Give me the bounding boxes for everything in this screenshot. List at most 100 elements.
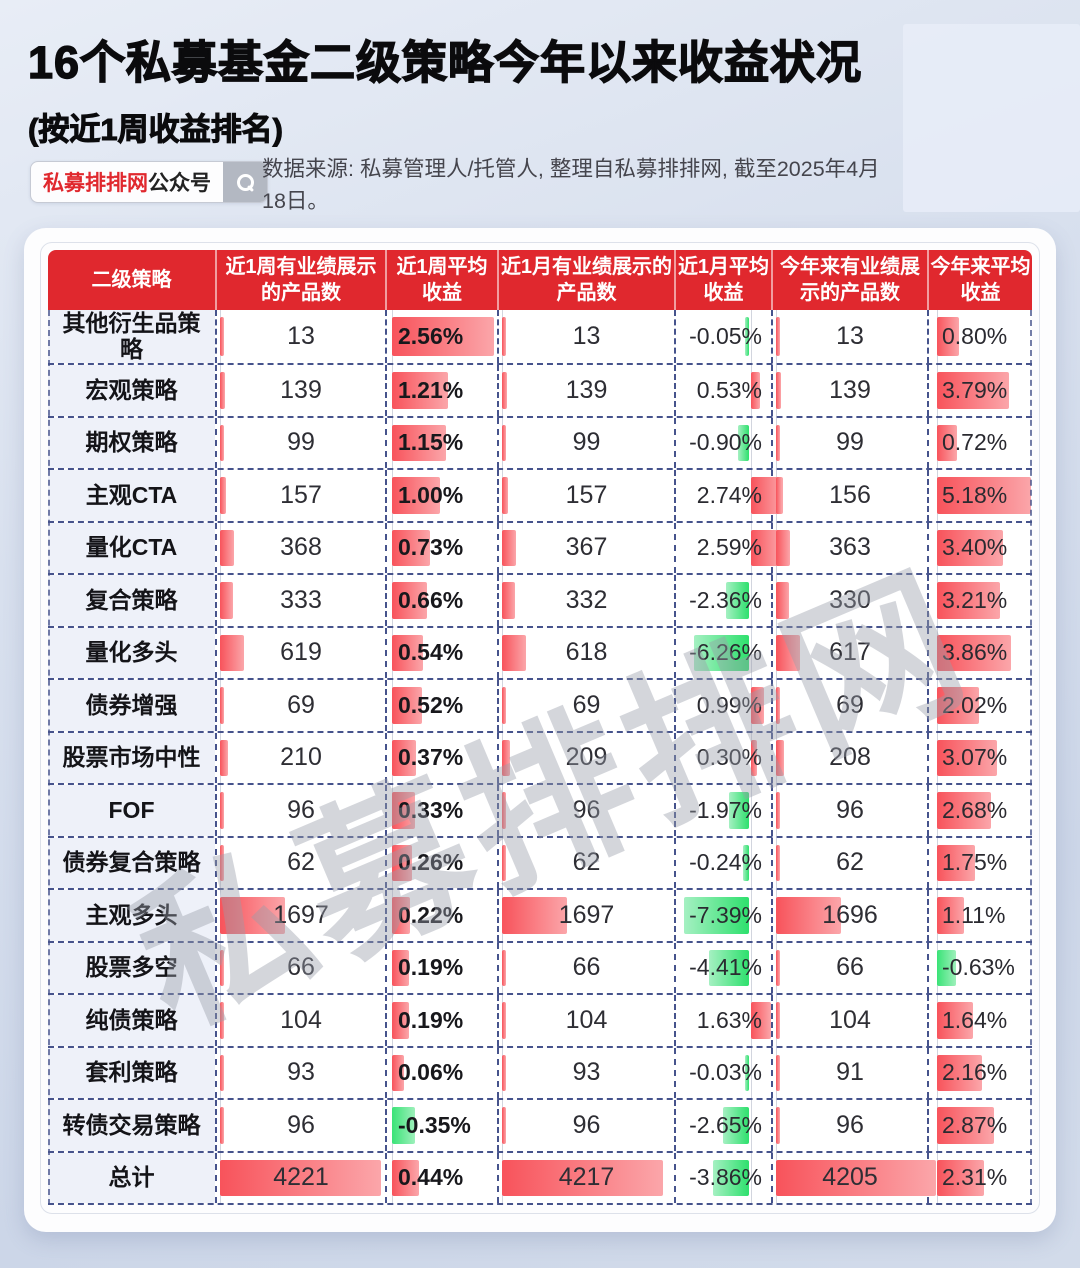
value-bar	[751, 372, 760, 409]
brand-badge-text: 私募排排网 公众号	[31, 162, 223, 202]
table-row: 股票多空 66 0.19% 66 -4.41% 66 -0.63%	[48, 942, 1032, 995]
table-row: 债券复合策略 62 0.26% 62 -0.24% 62 1.75%	[48, 837, 1032, 890]
table-row: 主观多头 1697 0.22% 1697 -7.39% 1696 1.11%	[48, 890, 1032, 943]
cell-value: 1.11%	[942, 901, 1006, 928]
page-title: 16个私募基金二级策略今年以来收益状况	[27, 36, 863, 88]
value-bar	[937, 634, 1011, 671]
count-bar	[776, 897, 841, 934]
cell-value: 量化多头	[85, 639, 178, 666]
count-bar	[220, 1107, 224, 1144]
value-bar	[392, 1159, 419, 1196]
strategy-name-cell: 债券增强	[48, 680, 215, 731]
value-bar	[751, 687, 765, 724]
count-cell: 99	[771, 417, 927, 468]
zero-axis	[751, 575, 752, 626]
ytd-return-cell: 1.75%	[927, 837, 1032, 888]
ytd-return-cell: 3.40%	[927, 522, 1032, 573]
week-return-cell: 1.21%	[385, 365, 497, 416]
cell-value: 其他衍生品策略	[62, 310, 201, 362]
ytd-return-cell: 0.80%	[927, 310, 1032, 363]
cell-value: 主观CTA	[85, 481, 178, 508]
strategy-name-cell: 转债交易策略	[48, 1100, 215, 1151]
week-return-cell: 0.22%	[385, 890, 497, 941]
ytd-return-cell: 1.64%	[927, 995, 1032, 1046]
count-bar	[776, 529, 790, 566]
cell-value: 期权策略	[85, 429, 178, 456]
count-cell: 156	[771, 470, 927, 521]
ytd-return-cell: 0.72%	[927, 417, 1032, 468]
month-return-cell: 0.53%	[674, 365, 771, 416]
cell-value: 96	[287, 1110, 315, 1139]
cell-value: 93	[287, 1058, 315, 1087]
zero-axis	[751, 837, 752, 888]
week-return-cell: 0.19%	[385, 995, 497, 1046]
zero-axis	[751, 310, 752, 363]
cell-value: 转债交易策略	[62, 1111, 201, 1138]
strategy-table: 二级策略 近1周有业绩展示的产品数 近1周平均收益 近1月有业绩展示的产品数 近…	[48, 250, 1032, 1205]
value-bar	[392, 477, 440, 514]
value-bar	[937, 1002, 973, 1039]
week-return-cell: 0.44%	[385, 1152, 497, 1203]
value-bar	[728, 792, 749, 829]
count-bar	[220, 317, 224, 356]
cell-value: 104	[565, 1005, 608, 1034]
month-return-cell: 2.59%	[674, 522, 782, 573]
cell-value: 99	[572, 428, 601, 457]
value-bar	[751, 739, 758, 776]
month-return-cell: -0.05%	[674, 310, 771, 363]
count-cell: 104	[771, 995, 927, 1046]
cell-value: -4.41%	[689, 954, 762, 981]
strategy-name-cell: 其他衍生品策略	[48, 310, 215, 363]
strategy-name-cell: 复合策略	[48, 575, 215, 626]
cell-value: 96	[836, 1110, 864, 1139]
count-bar	[220, 477, 226, 514]
cell-value: 0.66%	[398, 586, 464, 613]
count-cell: 208	[771, 732, 927, 783]
cell-value: 208	[829, 743, 871, 772]
count-bar	[776, 792, 780, 829]
count-bar	[776, 317, 780, 356]
count-cell: 4217	[497, 1152, 674, 1203]
cell-value: 2.59%	[696, 534, 762, 561]
strategy-name-cell: 量化CTA	[48, 522, 215, 573]
cell-value: 0.53%	[696, 376, 762, 403]
value-bar	[725, 582, 749, 619]
count-cell: 96	[771, 785, 927, 836]
value-bar	[937, 739, 998, 776]
count-cell: 368	[215, 522, 385, 573]
cell-value: 量化CTA	[85, 534, 178, 561]
cell-value: 99	[287, 428, 315, 457]
count-bar	[776, 372, 782, 409]
ytd-return-cell: 5.18%	[927, 470, 1032, 521]
count-bar	[502, 477, 508, 514]
week-return-cell: 0.33%	[385, 785, 497, 836]
cell-value: 复合策略	[85, 586, 178, 613]
count-bar	[776, 949, 780, 986]
count-cell: 333	[215, 575, 385, 626]
cell-value: 3.40%	[942, 534, 1008, 561]
count-cell: 96	[215, 1100, 385, 1151]
value-bar	[937, 1159, 985, 1196]
header-cell-strategy: 二级策略	[91, 269, 172, 291]
month-return-cell: -2.36%	[674, 575, 771, 626]
cell-value: 0.44%	[398, 1164, 464, 1191]
count-cell: 91	[771, 1047, 927, 1098]
cell-value: 债券增强	[85, 691, 178, 718]
count-cell: 66	[771, 942, 927, 993]
week-return-cell: 1.15%	[385, 417, 497, 468]
cell-value: 66	[572, 953, 601, 982]
cell-value: 1.63%	[696, 1006, 762, 1033]
value-bar	[693, 634, 749, 671]
table-row: 债券增强 69 0.52% 69 0.99% 69 2.02%	[48, 680, 1032, 733]
ytd-return-cell: 1.11%	[927, 890, 1032, 941]
cell-value: 618	[565, 638, 608, 667]
cell-value: 1697	[558, 900, 615, 929]
cell-value: 2.74%	[696, 481, 762, 508]
cell-value: 13	[572, 322, 601, 350]
cell-value: 96	[572, 795, 601, 824]
cell-value: -0.35%	[398, 1111, 471, 1138]
strategy-name-cell: 债券复合策略	[48, 837, 215, 888]
month-return-cell: 0.30%	[674, 732, 771, 783]
cell-value: 0.72%	[942, 429, 1008, 456]
